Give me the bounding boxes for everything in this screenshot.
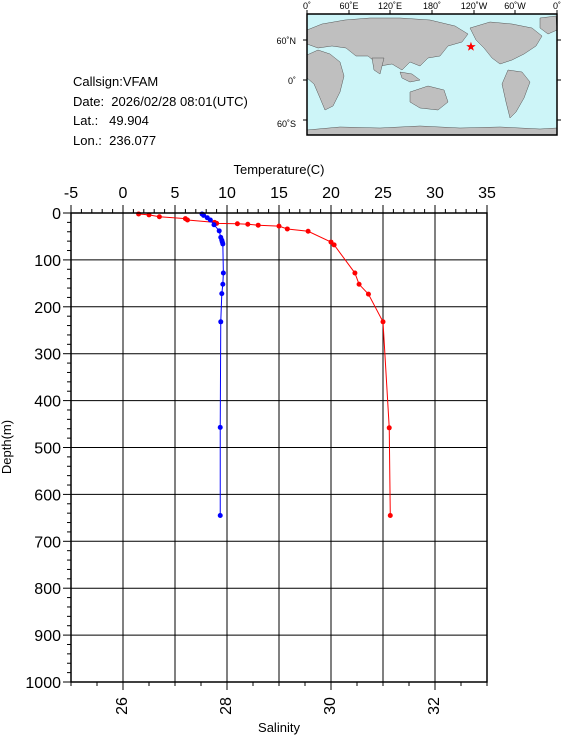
temperature-data-point: [352, 270, 358, 276]
salinity-data-point: [218, 319, 224, 325]
southeast-asia-islands: [399, 71, 421, 83]
depth-tick-label: 300: [34, 347, 61, 364]
depth-tick-label: 600: [34, 487, 61, 504]
temperature-tick-label: 20: [322, 185, 340, 202]
depth-tick-label: 0: [52, 206, 61, 223]
salinity-data-point: [216, 228, 222, 234]
salinity-axis-title: Salinity: [258, 720, 300, 735]
india-landmass: [371, 57, 385, 75]
salinity-data-point: [217, 424, 223, 430]
map-lon-label-0: 0˚: [303, 1, 311, 11]
map-lat-label-0: 0˚: [288, 76, 296, 86]
temperature-data-point: [380, 319, 386, 325]
eurasia-landmass: [306, 17, 469, 71]
depth-tick-label: 700: [34, 534, 61, 551]
salinity-tick-label: 26: [114, 697, 131, 715]
temperature-data-point: [136, 211, 142, 217]
series-layer: [136, 211, 393, 519]
latitude-label: Lat.: 49.904: [73, 113, 149, 128]
plot-frame: [70, 212, 488, 683]
temperature-data-point: [365, 291, 371, 297]
temperature-tick-label: 35: [478, 185, 496, 202]
temperature-tick-label: -5: [64, 185, 78, 202]
temperature-data-point: [356, 281, 362, 287]
australia-landmass: [409, 85, 449, 111]
south-america-landmass: [501, 69, 531, 119]
callsign-label: Callsign:VFAM: [73, 74, 159, 89]
africa-landmass: [306, 49, 345, 111]
depth-tick-label: 100: [34, 253, 61, 270]
map-lon-label-3: 180˚: [423, 1, 441, 11]
temperature-tick-label: 15: [270, 185, 288, 202]
greenland-landmass: [539, 15, 558, 35]
depth-tick-label: 1000: [25, 675, 61, 692]
temperature-tick-label: 25: [374, 185, 392, 202]
north-america-landmass: [469, 21, 543, 65]
salinity-data-point: [219, 291, 225, 297]
date-label: Date: 2026/02/28 08:01(UTC): [73, 93, 248, 109]
salinity-tick-label: 28: [218, 697, 235, 715]
temperature-data-point: [255, 222, 261, 228]
world-map: 0˚ 60˚E 120˚E 180˚ 120˚W 60˚W 0˚ 60˚N 0˚…: [276, 1, 561, 136]
temperature-data-point: [234, 221, 240, 227]
depth-tick-label: 400: [34, 394, 61, 411]
temperature-tick-label: 10: [218, 185, 236, 202]
salinity-data-point: [220, 241, 226, 247]
depth-tick-label: 500: [34, 441, 61, 458]
salinity-data-point: [217, 513, 223, 519]
station-info: Callsign:VFAM Date: 2026/02/28 08:01(UTC…: [73, 72, 248, 150]
temperature-data-point: [276, 223, 282, 229]
map-lon-label-6: 0˚: [553, 1, 561, 11]
station-star-icon: [466, 41, 476, 51]
map-lon-label-2: 120˚E: [378, 1, 402, 11]
longitude-label: Lon.: 236.077: [73, 132, 157, 148]
temperature-data-point: [245, 221, 251, 227]
map-lat-label-60s: 60˚S: [277, 119, 296, 129]
temperature-data-point: [156, 214, 162, 220]
map-lon-label-4: 120˚W: [461, 1, 488, 11]
map-lat-label-60n: 60˚N: [276, 36, 296, 46]
depth-tick-label: 900: [34, 628, 61, 645]
temperature-data-point: [184, 217, 190, 223]
temperature-tick-label: 30: [426, 185, 444, 202]
salinity-data-point: [220, 270, 226, 276]
temperature-data-point: [331, 242, 337, 248]
map-lon-label-5: 60˚W: [504, 1, 526, 11]
temperature-tick-label: 0: [119, 185, 128, 202]
temperature-data-point: [305, 228, 311, 234]
salinity-data-point: [220, 281, 226, 287]
temperature-axis-title: Temperature(C): [233, 162, 324, 177]
depth-tick-label: 800: [34, 581, 61, 598]
temperature-data-point: [284, 226, 290, 232]
salinity-data-point: [211, 222, 217, 228]
temperature-data-point: [387, 513, 393, 519]
salinity-data-point: [207, 217, 213, 223]
temperature-tick-label: 5: [171, 185, 180, 202]
salinity-tick-label: 30: [322, 697, 339, 715]
salinity-data-point: [201, 212, 207, 218]
depth-tick-label: 200: [34, 300, 61, 317]
map-ticks: [303, 10, 561, 121]
salinity-tick-label: 32: [426, 697, 443, 715]
temperature-data-point: [386, 425, 392, 431]
depth-axis-title: Depth(m): [0, 420, 14, 474]
map-lon-label-1: 60˚E: [339, 1, 358, 11]
map-land: [306, 15, 558, 136]
